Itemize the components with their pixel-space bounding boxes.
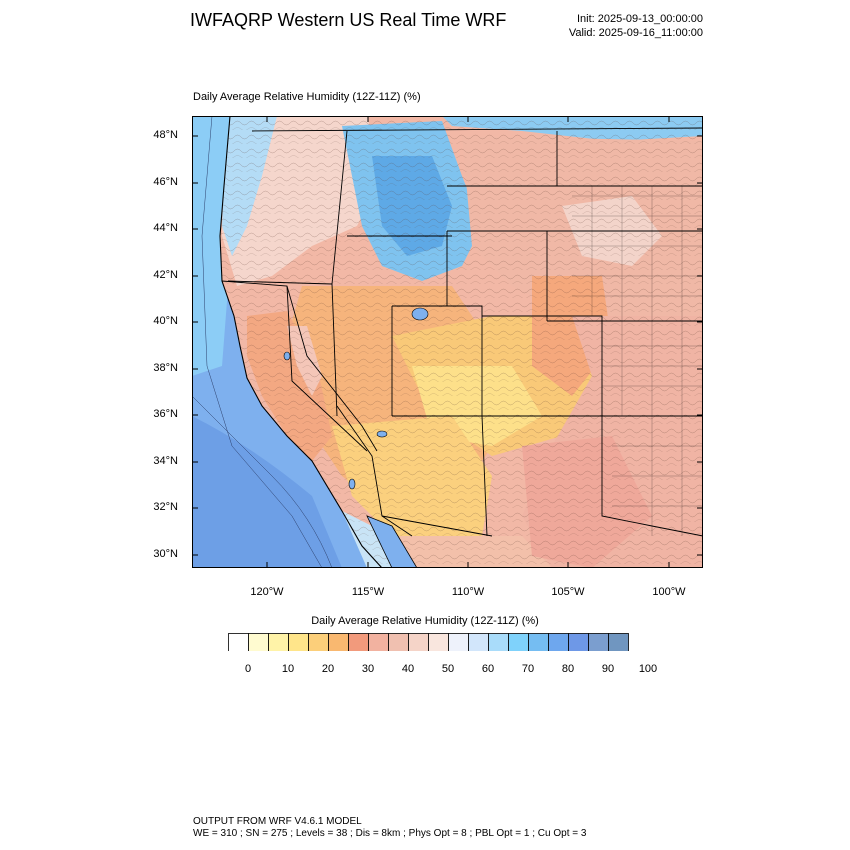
humidity-map[interactable] <box>192 116 703 568</box>
colorbar <box>228 633 629 651</box>
colorbar-label: 100 <box>638 663 658 675</box>
colorbar-swatch <box>448 633 469 651</box>
latitude-label: 32°N <box>153 501 178 513</box>
latitude-label: 38°N <box>153 362 178 374</box>
colorbar-label: 90 <box>601 663 615 675</box>
colorbar-swatch <box>568 633 589 651</box>
colorbar-swatch <box>308 633 329 651</box>
colorbar-swatch <box>248 633 269 651</box>
colorbar-swatch <box>488 633 509 651</box>
latitude-label: 34°N <box>153 455 178 467</box>
init-time: Init: 2025-09-13_00:00:00 <box>577 13 703 25</box>
map-field-title: Daily Average Relative Humidity (12Z-11Z… <box>193 91 421 103</box>
colorbar-label: 60 <box>481 663 495 675</box>
great-salt-lake <box>411 307 429 321</box>
latitude-label: 48°N <box>153 129 178 141</box>
latitude-label: 40°N <box>153 315 178 327</box>
colorbar-swatch <box>288 633 309 651</box>
latitude-label: 44°N <box>153 222 178 234</box>
colorbar-label: 40 <box>401 663 415 675</box>
colorbar-swatch <box>328 633 349 651</box>
colorbar-swatch <box>348 633 369 651</box>
colorbar-label: 0 <box>244 663 252 675</box>
colorbar-swatch <box>508 633 529 651</box>
longitude-label: 100°W <box>652 586 686 598</box>
lake-mead <box>376 430 388 438</box>
colorbar-title: Daily Average Relative Humidity (12Z-11Z… <box>311 615 539 627</box>
colorbar-swatch <box>608 633 629 651</box>
colorbar-swatch <box>428 633 449 651</box>
colorbar-label: 50 <box>441 663 455 675</box>
latitude-label: 42°N <box>153 269 178 281</box>
model-info-line1: OUTPUT FROM WRF V4.6.1 MODEL <box>193 816 362 827</box>
map-canvas <box>192 116 703 568</box>
longitude-label: 105°W <box>551 586 585 598</box>
colorbar-swatch <box>228 633 249 651</box>
colorbar-swatch <box>588 633 609 651</box>
map-border <box>192 116 703 568</box>
latitude-label: 36°N <box>153 408 178 420</box>
colorbar-swatch <box>528 633 549 651</box>
colorbar-label: 80 <box>561 663 575 675</box>
colorbar-label: 30 <box>361 663 375 675</box>
colorbar-swatch <box>408 633 429 651</box>
ocean-band-south <box>192 416 342 568</box>
colorbar-swatch <box>388 633 409 651</box>
longitude-label: 115°W <box>351 586 385 598</box>
colorbar-swatch <box>368 633 389 651</box>
valid-time: Valid: 2025-09-16_11:00:00 <box>568 27 703 39</box>
longitude-label: 120°W <box>250 586 284 598</box>
colorbar-label: 70 <box>521 663 535 675</box>
colorbar-swatch <box>468 633 489 651</box>
colorbar-swatch <box>548 633 569 651</box>
colorbar-swatch <box>268 633 289 651</box>
ocean-contour <box>192 395 333 568</box>
tahoe-lake <box>283 351 291 361</box>
latitude-label: 46°N <box>153 176 178 188</box>
colorbar-label: 10 <box>281 663 295 675</box>
gulf-of-california <box>366 515 418 568</box>
coastline <box>219 116 383 568</box>
salton-sea <box>348 478 356 490</box>
colorbar-label: 20 <box>321 663 335 675</box>
county-lines <box>572 186 703 536</box>
boundaries <box>221 127 703 537</box>
longitude-label: 110°W <box>451 586 485 598</box>
page-title: IWFAQRP Western US Real Time WRF <box>190 10 507 30</box>
contour-texture <box>220 116 703 568</box>
ocean-contour <box>201 116 323 568</box>
tick-marks <box>192 116 703 568</box>
model-info-line2: WE = 310 ; SN = 275 ; Levels = 38 ; Dis … <box>193 828 587 839</box>
latitude-label: 30°N <box>153 548 178 560</box>
